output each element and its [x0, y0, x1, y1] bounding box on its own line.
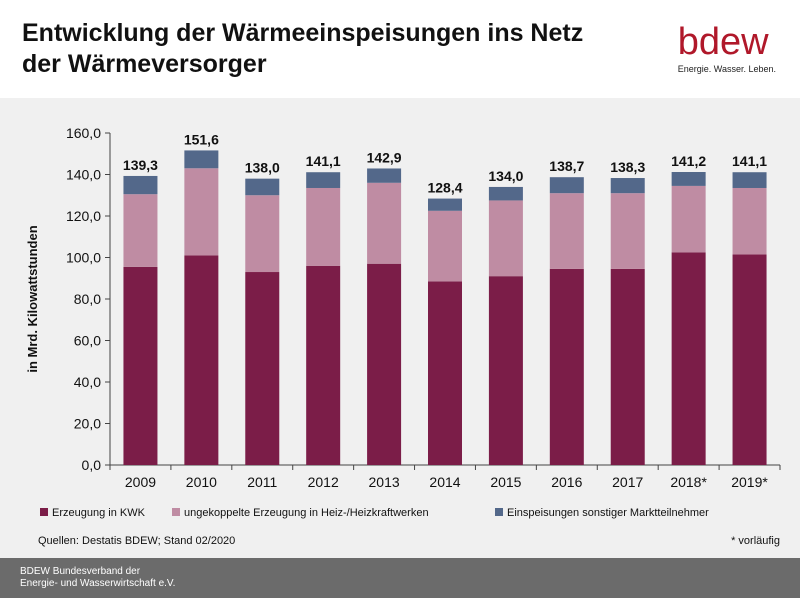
- source-note: Quellen: Destatis BDEW; Stand 02/2020: [38, 535, 235, 547]
- bar-total-label: 138,3: [610, 159, 645, 175]
- bar-segment-2: [428, 210, 462, 282]
- x-tick-label: 2018*: [670, 474, 707, 490]
- bar-total-label: 138,0: [245, 160, 280, 176]
- bar-segment-1: [549, 268, 584, 465]
- x-tick-label: 2013: [369, 474, 400, 490]
- bar-segment-2: [488, 200, 523, 277]
- y-axis-label: in Mrd. Kilowattstunden: [25, 225, 40, 372]
- bar-total-label: 139,3: [123, 157, 158, 173]
- y-tick-label: 160,0: [66, 125, 101, 141]
- bar-segment-3: [428, 198, 462, 211]
- bar-segment-1: [488, 276, 523, 465]
- legend-swatch-1: [40, 508, 48, 516]
- bar-segment-1: [123, 266, 158, 465]
- bar-segment-2: [245, 195, 280, 273]
- bar-segment-2: [123, 194, 158, 267]
- y-tick-label: 120,0: [66, 208, 101, 224]
- page-title: Entwicklung der Wärmeeinspeisungen ins N…: [22, 18, 583, 80]
- x-tick-label: 2019*: [731, 474, 768, 490]
- legend-label-2: ungekoppelte Erzeugung in Heiz-/Heizkraf…: [184, 507, 429, 519]
- y-tick-label: 60,0: [74, 333, 101, 349]
- bar-segment-3: [184, 150, 219, 169]
- bar-segment-1: [306, 265, 341, 465]
- y-tick-label: 140,0: [66, 167, 101, 183]
- bar-segment-2: [184, 168, 219, 256]
- title-line-1: Entwicklung der Wärmeeinspeisungen ins N…: [22, 19, 584, 47]
- bar-segment-2: [367, 182, 402, 264]
- bar-segment-2: [671, 185, 706, 253]
- x-tick-label: 2016: [551, 474, 582, 490]
- bar-segment-3: [610, 178, 645, 194]
- bar-segment-1: [245, 272, 280, 465]
- bdew-logo: bdew Energie. Wasser. Leben.: [678, 22, 776, 74]
- footnote: * vorläufig: [731, 535, 780, 547]
- bar-segment-1: [671, 252, 706, 465]
- logo-tagline: Energie. Wasser. Leben.: [677, 64, 776, 74]
- x-tick-label: 2009: [125, 474, 156, 490]
- title-line-2: der Wärmeversorger: [22, 50, 267, 78]
- bar-segment-3: [367, 168, 402, 183]
- bar-total-label: 151,6: [184, 131, 219, 147]
- y-tick-label: 20,0: [74, 416, 101, 432]
- bar-segment-1: [732, 254, 767, 465]
- bar-segment-3: [245, 178, 280, 196]
- bar-segment-3: [549, 177, 584, 194]
- y-tick-label: 100,0: [66, 250, 101, 266]
- bar-segment-3: [306, 172, 341, 188]
- footer-line-1: BDEW Bundesverband der: [20, 566, 141, 577]
- x-tick-label: 2011: [247, 474, 277, 490]
- logo-wordmark: bdew: [677, 21, 769, 63]
- x-tick-label: 2015: [490, 474, 521, 490]
- bar-total-label: 134,0: [488, 168, 523, 184]
- bar-segment-3: [732, 172, 767, 188]
- bar-segment-1: [610, 268, 645, 465]
- x-tick-label: 2014: [429, 474, 460, 490]
- bar-segment-2: [306, 187, 341, 266]
- x-tick-label: 2017: [612, 474, 643, 490]
- legend-label-1: Erzeugung in KWK: [52, 507, 146, 519]
- stacked-bar-chart: 0,0 20,0 40,0 60,0 80,0 100,0 120,0 140,0 160,0 i…: [25, 125, 781, 547]
- bar-segment-2: [732, 187, 767, 255]
- bar-segment-2: [549, 193, 584, 269]
- x-tick-label: 2010: [186, 474, 217, 490]
- bar-segment-1: [367, 263, 402, 465]
- y-tick-label: 40,0: [74, 374, 101, 390]
- legend-swatch-3: [495, 508, 503, 516]
- legend-swatch-2: [172, 508, 180, 516]
- x-tick-label: 2012: [308, 474, 339, 490]
- bar-segment-1: [184, 255, 219, 465]
- bar-segment-3: [123, 175, 158, 195]
- bar-total-label: 141,1: [732, 153, 767, 169]
- y-tick-label: 0,0: [82, 457, 102, 473]
- bar-total-label: 138,7: [549, 158, 584, 174]
- y-tick-label: 80,0: [74, 291, 101, 307]
- bar-segment-3: [488, 186, 523, 201]
- bar-segment-2: [610, 193, 645, 269]
- bar-total-label: 142,9: [367, 149, 402, 165]
- legend-label-3: Einspeisungen sonstiger Marktteilnehmer: [507, 507, 709, 519]
- bar-total-label: 141,2: [671, 153, 706, 169]
- bar-total-label: 128,4: [427, 180, 462, 196]
- bar-segment-1: [428, 281, 462, 465]
- footer-line-2: Energie- und Wasserwirtschaft e.V.: [20, 578, 176, 589]
- footer-bar: BDEW Bundesverband der Energie- und Wass…: [0, 558, 800, 598]
- bar-total-label: 141,1: [306, 153, 341, 169]
- bar-segment-3: [671, 172, 706, 186]
